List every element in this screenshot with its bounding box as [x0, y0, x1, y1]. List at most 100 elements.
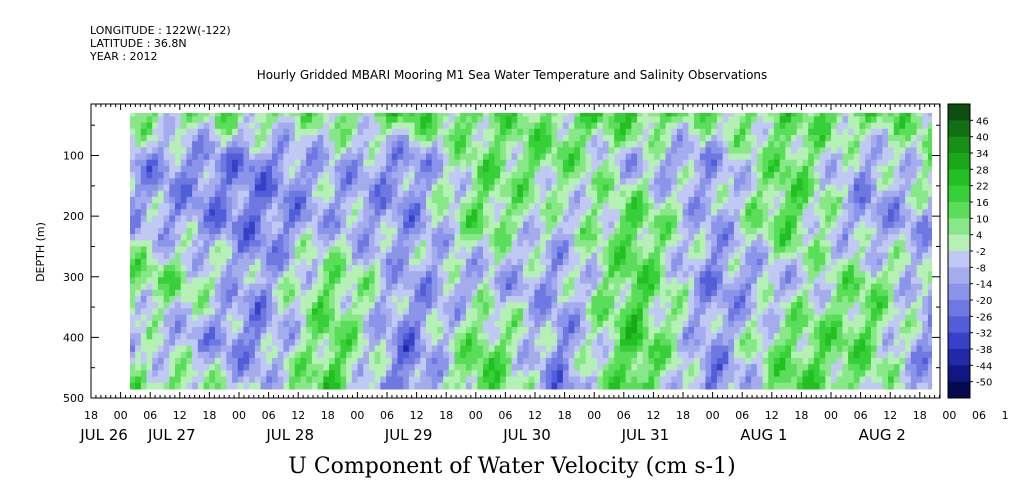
heat-cell: [329, 308, 336, 316]
heat-cell: [659, 165, 667, 173]
heat-cell: [671, 271, 678, 279]
heat-cell: [631, 289, 638, 297]
heat-cell: [716, 215, 724, 223]
heat-cell: [363, 320, 370, 328]
heat-cell: [192, 172, 199, 179]
heat-cell: [517, 234, 524, 241]
heat-cell: [511, 209, 518, 217]
heat-cell: [232, 364, 239, 371]
heat-cell: [363, 113, 370, 117]
heat-cell: [705, 258, 712, 266]
heat-cell: [431, 252, 439, 260]
heat-cell: [420, 271, 427, 279]
heat-cell: [477, 320, 484, 328]
heat-cell: [203, 221, 210, 229]
heat-cell: [420, 134, 427, 142]
heat-cell: [311, 339, 319, 347]
heat-cell: [443, 172, 450, 179]
heat-cell: [608, 215, 615, 223]
heat-cell: [197, 209, 205, 217]
heat-cell: [220, 153, 227, 161]
heat-cell: [528, 370, 535, 378]
heat-cell: [562, 153, 570, 161]
heat-cell: [574, 246, 581, 254]
heat-cell: [192, 221, 199, 229]
heat-cell: [329, 147, 336, 155]
heat-cell: [386, 240, 393, 248]
heat-cell: [403, 165, 410, 173]
heat-cell: [608, 252, 615, 260]
heat-cell: [694, 221, 701, 229]
heat-cell: [311, 376, 319, 384]
heat-cell: [591, 116, 598, 124]
heat-cell: [608, 370, 615, 378]
heat-cell: [277, 227, 284, 235]
heat-cell: [197, 196, 205, 204]
heat-cell: [443, 258, 450, 266]
heat-cell: [511, 246, 518, 254]
heat-cell: [574, 277, 581, 285]
heat-cell: [694, 178, 701, 186]
heat-cell: [135, 203, 142, 210]
heat-cell: [545, 172, 553, 179]
heat-cell: [351, 209, 359, 217]
heat-cell: [271, 116, 279, 124]
heat-cell: [203, 147, 210, 155]
heat-cell: [494, 203, 501, 210]
heat-cell: [545, 113, 553, 117]
heat-cell: [431, 320, 439, 328]
heat-cell: [180, 153, 188, 161]
heat-cell: [351, 190, 359, 198]
heat-cell: [243, 289, 250, 297]
heat-cell: [522, 128, 530, 136]
heat-cell: [140, 234, 148, 241]
heat-cell: [329, 113, 336, 117]
heat-cell: [483, 382, 490, 390]
heat-cell: [711, 141, 718, 148]
heat-cell: [431, 326, 439, 334]
heat-cell: [614, 128, 621, 136]
heat-cell: [665, 370, 672, 378]
heat-cell: [648, 246, 655, 254]
chart-title: Hourly Gridded MBARI Mooring M1 Sea Wate…: [256, 68, 768, 82]
heat-cell: [676, 314, 684, 322]
heat-cell: [294, 351, 302, 359]
heat-cell: [334, 113, 342, 117]
heat-cell: [528, 113, 535, 117]
heat-cell: [300, 215, 307, 223]
heat-cell: [608, 141, 615, 148]
heat-cell: [631, 339, 638, 347]
heat-cell: [260, 234, 267, 241]
heat-cell: [157, 364, 165, 371]
heat-cell: [146, 203, 153, 210]
heat-cell: [380, 190, 387, 198]
heat-cell: [403, 122, 410, 130]
heat-cell: [277, 215, 284, 223]
heat-cell: [705, 113, 712, 117]
heat-cell: [648, 116, 655, 124]
heat-cell: [483, 159, 490, 167]
heat-cell: [625, 141, 632, 148]
heat-cell: [711, 134, 718, 142]
heat-cell: [391, 147, 399, 155]
heat-cell: [488, 178, 496, 186]
heat-cell: [192, 326, 199, 334]
heat-cell: [631, 227, 638, 235]
heat-cell: [391, 258, 399, 266]
heat-cell: [249, 302, 256, 309]
heat-cell: [146, 134, 153, 142]
heat-cell: [380, 215, 387, 223]
heat-cell: [203, 141, 210, 148]
heat-cell: [591, 122, 598, 130]
heat-cell: [152, 113, 159, 117]
heat-cell: [254, 184, 262, 192]
heat-cell: [317, 283, 324, 291]
heat-cell: [152, 357, 159, 365]
heat-cell: [311, 128, 319, 136]
heat-cell: [254, 240, 262, 248]
heat-cell: [146, 289, 153, 297]
heat-cell: [130, 240, 136, 248]
heat-cell: [203, 134, 210, 142]
heat-cell: [562, 277, 570, 285]
heat-cell: [711, 252, 718, 260]
